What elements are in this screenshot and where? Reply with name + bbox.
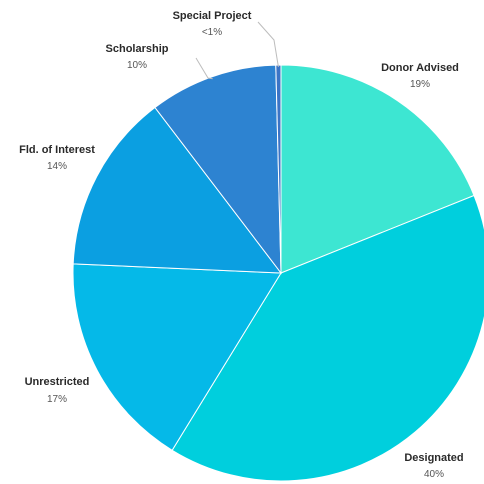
leader-line-special-project [257, 21, 279, 68]
leader-line-scholarship [195, 57, 213, 80]
pie-slices [72, 64, 484, 482]
slice-percent-scholarship: 10% [127, 60, 147, 71]
slice-label-special-project: Special Project [173, 10, 252, 22]
label-scholarship: Scholarship 10% [106, 43, 169, 71]
slice-percent-fld-of-interest: 14% [47, 161, 67, 172]
label-fld-of-interest: Fld. of Interest 14% [19, 144, 95, 172]
slice-percent-designated: 40% [424, 469, 444, 480]
slice-percent-special-project: <1% [202, 27, 222, 38]
pie-slice-fld-of-interest [72, 106, 283, 274]
slice-percent-donor-advised: 19% [410, 79, 430, 90]
slice-label-unrestricted: Unrestricted [25, 376, 90, 388]
pie-slice-scholarship [154, 64, 282, 275]
pie-slice-designated [171, 194, 484, 482]
slice-label-scholarship: Scholarship [106, 43, 169, 55]
label-unrestricted: Unrestricted 17% [25, 376, 90, 405]
leader-lines [195, 21, 279, 80]
slice-label-designated: Designated [404, 452, 463, 464]
slice-percent-unrestricted: 17% [47, 394, 67, 405]
label-special-project: Special Project <1% [173, 10, 252, 38]
pie-slice-donor-advised [280, 64, 475, 274]
label-designated: Designated 40% [404, 452, 463, 480]
slice-label-fld-of-interest: Fld. of Interest [19, 144, 95, 156]
pie-slice-unrestricted [72, 263, 282, 451]
label-donor-advised: Donor Advised 19% [381, 62, 459, 90]
slice-label-donor-advised: Donor Advised [381, 62, 459, 74]
